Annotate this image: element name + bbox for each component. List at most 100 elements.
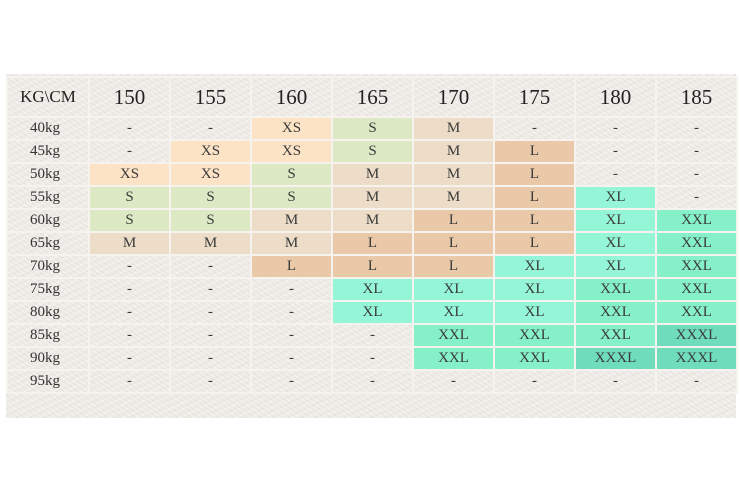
table-row: 95kg - - - - - - - - (6, 369, 738, 394)
size-cell: XS (250, 139, 333, 164)
table-header: KG\CM 150 155 160 165 170 175 180 185 (6, 76, 738, 118)
height-header-175: 175 (493, 76, 576, 118)
height-header-150: 150 (88, 76, 171, 118)
size-cell: L (412, 231, 495, 256)
size-cell: XL (412, 300, 495, 325)
size-cell: M (169, 231, 252, 256)
size-cell: - (250, 346, 333, 371)
height-header-180: 180 (574, 76, 657, 118)
size-cell: - (169, 254, 252, 279)
size-cell: XXXL (655, 323, 738, 348)
size-cell: XXXL (655, 346, 738, 371)
size-cell: XXL (412, 323, 495, 348)
size-cell: - (88, 369, 171, 394)
size-cell: S (88, 185, 171, 210)
size-cell: L (493, 185, 576, 210)
size-cell: S (250, 162, 333, 187)
header-row: KG\CM 150 155 160 165 170 175 180 185 (6, 76, 738, 118)
size-cell: M (331, 162, 414, 187)
size-cell: S (169, 185, 252, 210)
table-row: 70kg - - L L L XL XL XXL (6, 254, 738, 279)
size-cell: - (250, 300, 333, 325)
size-cell: XXL (412, 346, 495, 371)
size-cell: XXXL (574, 346, 657, 371)
size-cell: L (493, 208, 576, 233)
size-cell: XXL (493, 323, 576, 348)
size-cell: L (493, 139, 576, 164)
weight-label: 45kg (6, 139, 90, 164)
weight-label: 85kg (6, 323, 90, 348)
table-row: 65kg M M M L L L XL XXL (6, 231, 738, 256)
size-cell: XXL (655, 277, 738, 302)
size-cell: XXL (574, 323, 657, 348)
size-cell: M (331, 185, 414, 210)
size-cell: M (412, 162, 495, 187)
size-cell: XS (169, 139, 252, 164)
size-cell: XXL (574, 300, 657, 325)
weight-label: 95kg (6, 369, 90, 394)
size-cell: XL (493, 254, 576, 279)
size-cell: - (655, 185, 738, 210)
size-cell: M (331, 208, 414, 233)
weight-label: 75kg (6, 277, 90, 302)
height-header-160: 160 (250, 76, 333, 118)
table-row: 75kg - - - XL XL XL XXL XXL (6, 277, 738, 302)
size-cell: - (169, 323, 252, 348)
size-cell: - (331, 346, 414, 371)
size-cell: - (169, 346, 252, 371)
size-cell: - (574, 139, 657, 164)
size-cell: - (493, 116, 576, 141)
size-cell: XS (88, 162, 171, 187)
size-chart-table: KG\CM 150 155 160 165 170 175 180 185 40kg - - XS S… (6, 76, 738, 394)
size-cell: M (412, 139, 495, 164)
height-header-165: 165 (331, 76, 414, 118)
size-cell: - (88, 300, 171, 325)
size-cell: - (169, 277, 252, 302)
size-cell: L (331, 231, 414, 256)
size-cell: XXL (493, 346, 576, 371)
weight-label: 50kg (6, 162, 90, 187)
table-body: 40kg - - XS S M - - -45kg - XS XS S M L - -50kg XS XS S M M L -… (6, 116, 738, 394)
size-cell: - (250, 277, 333, 302)
size-cell: - (88, 323, 171, 348)
size-cell: M (250, 231, 333, 256)
size-cell: XL (574, 208, 657, 233)
size-cell: - (331, 323, 414, 348)
size-cell: L (250, 254, 333, 279)
size-cell: - (655, 369, 738, 394)
table-row: 45kg - XS XS S M L - - (6, 139, 738, 164)
size-cell: - (88, 116, 171, 141)
size-cell: - (250, 369, 333, 394)
size-cell: - (250, 323, 333, 348)
size-cell: XXL (655, 254, 738, 279)
table-row: 85kg - - - - XXL XXL XXL XXXL (6, 323, 738, 348)
weight-label: 60kg (6, 208, 90, 233)
weight-label: 65kg (6, 231, 90, 256)
size-cell: XL (412, 277, 495, 302)
size-cell: - (412, 369, 495, 394)
weight-label: 70kg (6, 254, 90, 279)
weight-label: 90kg (6, 346, 90, 371)
size-cell: - (88, 346, 171, 371)
size-cell: XL (493, 277, 576, 302)
size-cell: L (331, 254, 414, 279)
size-cell: S (250, 185, 333, 210)
size-cell: XS (250, 116, 333, 141)
size-cell: S (331, 116, 414, 141)
size-cell: M (412, 185, 495, 210)
height-header-185: 185 (655, 76, 738, 118)
table-row: 55kg S S S M M L XL - (6, 185, 738, 210)
size-cell: M (412, 116, 495, 141)
size-cell: S (169, 208, 252, 233)
size-cell: - (655, 162, 738, 187)
size-cell: XL (574, 254, 657, 279)
size-cell: - (88, 277, 171, 302)
size-cell: M (250, 208, 333, 233)
size-cell: - (88, 254, 171, 279)
size-cell: XXL (655, 231, 738, 256)
size-cell: - (169, 369, 252, 394)
size-cell: - (574, 369, 657, 394)
size-cell: L (493, 231, 576, 256)
size-cell: L (493, 162, 576, 187)
